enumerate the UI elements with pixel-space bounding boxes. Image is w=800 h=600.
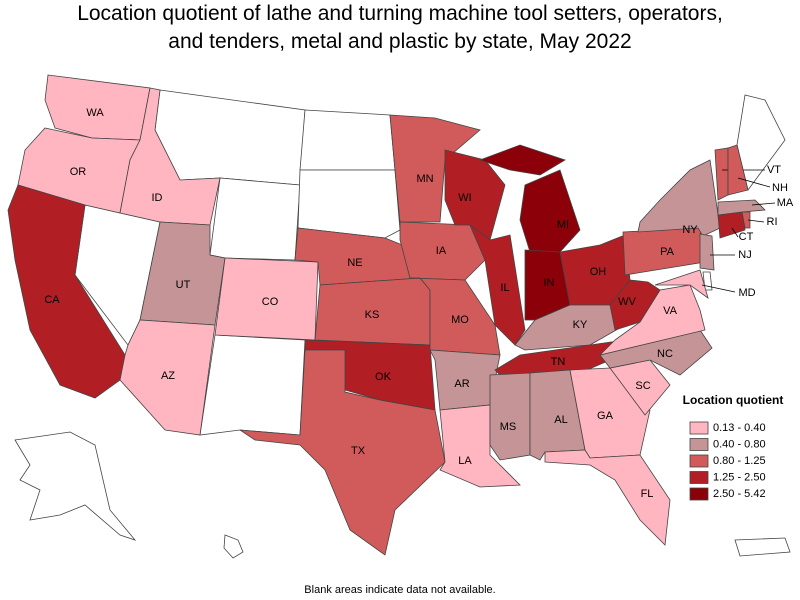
state	[714, 147, 729, 201]
state	[119, 319, 216, 436]
state-label: OH	[590, 266, 607, 278]
legend-label: 2.50 - 5.42	[713, 488, 766, 500]
state-label: UT	[176, 279, 191, 291]
footnote: Blank areas indicate data not available.	[304, 584, 495, 596]
callout-line	[701, 284, 736, 293]
state	[727, 144, 749, 196]
state-label: IN	[544, 277, 555, 289]
state-label: OK	[375, 371, 392, 383]
state-no-data	[199, 334, 306, 436]
callout-line	[751, 202, 776, 206]
state-label: VT	[767, 164, 781, 176]
state	[389, 114, 481, 223]
legend-swatch	[689, 421, 709, 435]
state-label: IA	[436, 245, 447, 257]
state	[7, 184, 126, 399]
state	[741, 211, 751, 229]
legend-title: Location quotient	[683, 393, 784, 407]
state	[478, 144, 566, 176]
state-label: FL	[641, 488, 654, 500]
state-label: KS	[365, 309, 380, 321]
state-no-data	[14, 431, 137, 541]
state	[654, 269, 709, 300]
state-label: AZ	[161, 370, 175, 382]
state	[717, 199, 766, 216]
state-label: ID	[152, 192, 163, 204]
state-label: TX	[351, 445, 366, 457]
state-label: WV	[618, 296, 636, 308]
state-label: NH	[772, 182, 788, 194]
state-label: GA	[597, 410, 614, 422]
state	[239, 349, 446, 556]
state-label: MN	[416, 173, 433, 185]
state-no-data	[734, 537, 791, 557]
states: WA OR CA ID UT AZ CO NE KS OK TX MN IA MO AR LA WI IL MI IN…	[7, 74, 794, 556]
callout-line	[737, 177, 771, 188]
state-label: NE	[347, 257, 362, 269]
state-label: KY	[573, 319, 588, 331]
no-data-areas	[14, 89, 791, 559]
state-label: RI	[767, 216, 778, 228]
state-label: IL	[500, 282, 509, 294]
state-label: MI	[557, 219, 569, 231]
state-label: LA	[458, 455, 472, 467]
state-label: CA	[44, 294, 60, 306]
state-label: MA	[777, 197, 794, 209]
state-label: VA	[663, 305, 678, 317]
state-label: WA	[86, 107, 104, 119]
state-no-data	[209, 177, 301, 261]
state-label: MD	[738, 287, 755, 299]
state-label: SC	[635, 380, 650, 392]
legend: Location quotient 0.13 - 0.40 0.40 - 0.80…	[683, 393, 784, 501]
state-label: WI	[458, 192, 471, 204]
legend-label: 1.25 - 2.50	[713, 471, 766, 483]
state-label: OR	[70, 166, 87, 178]
state	[544, 449, 671, 546]
state-label: NC	[657, 348, 673, 360]
title-line: Location quotient of lathe and turning m…	[77, 2, 723, 25]
state-label: TN	[551, 356, 566, 368]
state-label: NY	[682, 224, 698, 236]
state	[609, 279, 661, 331]
state	[514, 304, 626, 351]
state	[637, 159, 721, 237]
state-label: MO	[451, 314, 469, 326]
state-no-data	[299, 109, 396, 171]
state-label: NJ	[738, 249, 751, 261]
legend-label: 0.40 - 0.80	[713, 438, 766, 450]
state-label: AR	[454, 378, 469, 390]
state-label: CO	[262, 296, 279, 308]
title-line: and tenders, metal and plastic by state,…	[168, 30, 632, 53]
state-no-data	[223, 534, 244, 559]
callout-line	[731, 227, 739, 238]
legend-swatch	[689, 471, 709, 484]
state-label: PA	[660, 246, 675, 258]
state-no-data	[154, 89, 306, 186]
state-label: CT	[739, 231, 754, 243]
state	[469, 223, 526, 346]
state	[699, 233, 715, 271]
state-no-data	[297, 169, 401, 239]
legend-swatch	[689, 454, 709, 468]
legend-label: 0.80 - 1.25	[713, 455, 766, 467]
state	[489, 372, 531, 461]
legend-swatch	[689, 438, 709, 451]
state	[519, 169, 581, 253]
state-label: AL	[554, 414, 567, 426]
legend-label: 0.13 - 0.40	[713, 422, 766, 434]
legend-swatch	[689, 487, 709, 501]
state-label: MS	[500, 421, 517, 433]
callout-line	[747, 219, 765, 223]
